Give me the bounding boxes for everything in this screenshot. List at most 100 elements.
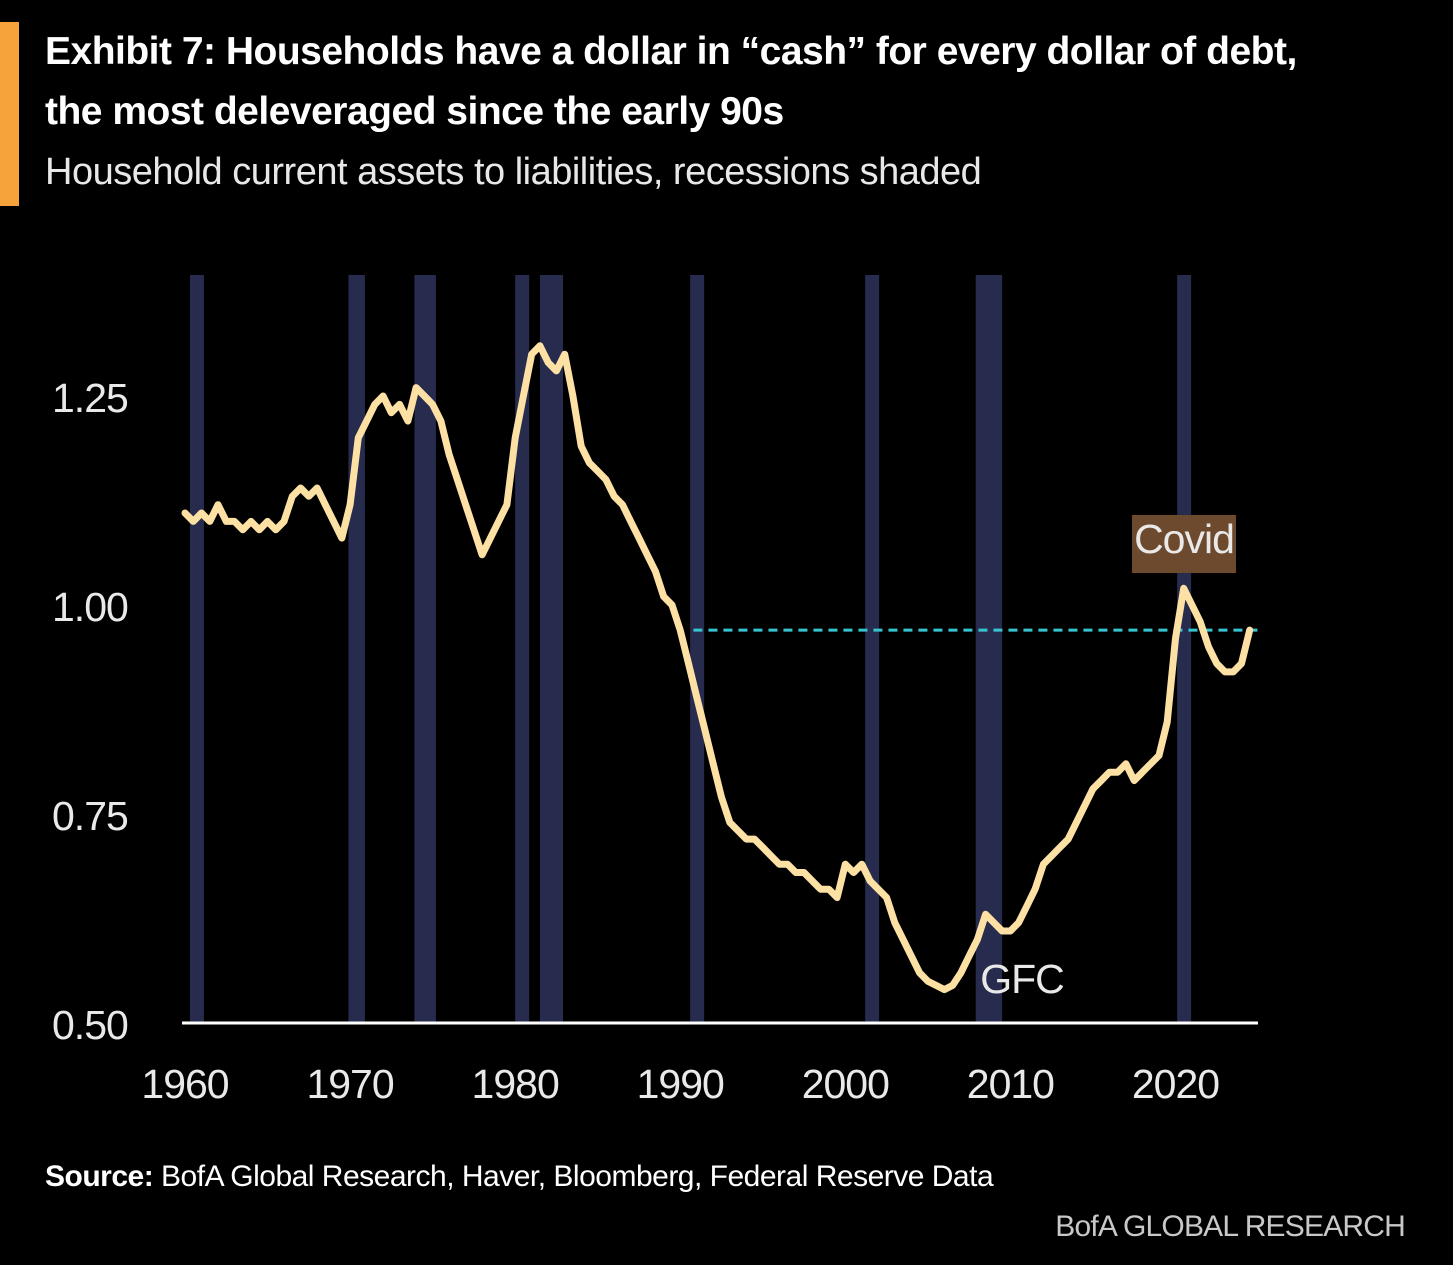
data-point (1165, 720, 1170, 725)
data-point (950, 983, 955, 988)
data-point (934, 983, 939, 988)
data-point (810, 878, 815, 883)
source-note: Source: BofA Global Research, Haver, Blo… (45, 1160, 994, 1194)
data-point (455, 477, 460, 482)
data-point (785, 862, 790, 867)
recession-shading (189, 275, 1192, 1023)
data-point (480, 552, 485, 557)
data-point (925, 979, 930, 984)
data-point (868, 878, 873, 883)
data-point (207, 519, 212, 524)
data-point (282, 519, 287, 524)
data-point (521, 394, 526, 398)
data-point (290, 494, 295, 499)
x-tick-label: 2010 (967, 1061, 1054, 1107)
data-point (793, 870, 798, 875)
data-point (909, 954, 914, 959)
gfc-label: GFC (980, 956, 1064, 1002)
source-label: Source: (45, 1160, 154, 1193)
data-point (554, 368, 559, 373)
data-point (595, 469, 600, 474)
data-point (917, 970, 922, 975)
data-point (859, 862, 864, 867)
data-point (529, 352, 534, 357)
data-point (298, 485, 303, 490)
data-point (430, 402, 435, 407)
data-point (1082, 803, 1087, 808)
data-point (1214, 661, 1219, 666)
data-point (744, 837, 749, 842)
data-point (851, 870, 856, 875)
recession-band (515, 275, 530, 1023)
recession-band (348, 275, 365, 1023)
data-point (736, 828, 741, 833)
data-point (1123, 761, 1128, 766)
y-tick-label: 1.25 (52, 375, 128, 421)
x-tick-label: 1980 (472, 1061, 559, 1107)
data-point (1000, 929, 1005, 934)
data-point (306, 494, 311, 499)
data-point (1041, 862, 1046, 867)
data-point (191, 519, 196, 524)
data-point (678, 628, 683, 633)
data-point (389, 410, 394, 415)
data-point (216, 502, 221, 507)
data-point (372, 402, 377, 407)
annotations: Covid GFC (980, 515, 1236, 1002)
x-tick-label: 1990 (637, 1061, 724, 1107)
data-point (983, 912, 988, 917)
data-point (892, 920, 897, 925)
data-point (546, 360, 551, 365)
data-point (183, 511, 187, 516)
covid-label: Covid (1134, 516, 1234, 562)
data-point (587, 460, 592, 465)
data-point (438, 419, 443, 424)
data-point (315, 485, 320, 490)
data-point (818, 887, 823, 892)
data-point (802, 870, 807, 875)
data-point (636, 536, 641, 541)
data-point (777, 862, 782, 867)
recession-band (975, 275, 1003, 1023)
chart-title-line-1: Exhibit 7: Households have a dollar in “… (45, 30, 1297, 73)
data-point (835, 895, 840, 900)
data-point (612, 494, 617, 499)
data-point (1173, 636, 1178, 641)
data-point (727, 820, 732, 825)
source-text: BofA Global Research, Haver, Bloomberg, … (153, 1160, 994, 1193)
recession-band (189, 275, 204, 1023)
data-point (1049, 853, 1054, 858)
data-point (669, 603, 674, 607)
chart-header: Exhibit 7: Households have a dollar in “… (45, 22, 1425, 202)
branding-label: BofA GLOBAL RESEARCH (1055, 1210, 1406, 1243)
data-point (562, 352, 567, 357)
data-point (826, 887, 831, 892)
data-point (348, 502, 353, 507)
data-point (397, 402, 402, 407)
data-point (876, 887, 881, 892)
data-point (240, 527, 245, 532)
data-point (1107, 770, 1112, 775)
data-point (1189, 603, 1194, 607)
y-tick-label: 1.00 (52, 584, 128, 630)
recession-band (1177, 275, 1192, 1023)
x-tick-label: 2000 (802, 1061, 889, 1107)
data-point (901, 937, 906, 942)
data-point (1008, 929, 1013, 934)
data-point (471, 527, 476, 532)
data-point (1024, 903, 1029, 908)
data-point (249, 519, 254, 524)
data-point (884, 895, 889, 900)
series-group (181, 342, 1254, 994)
data-point (967, 954, 972, 959)
data-point (760, 845, 765, 850)
data-point (405, 419, 410, 424)
data-point (653, 569, 658, 574)
data-point (1156, 753, 1161, 758)
covid-label-box (1132, 515, 1236, 573)
data-point (1090, 786, 1095, 791)
data-point (504, 502, 509, 507)
data-point (942, 987, 947, 992)
data-point (620, 502, 625, 507)
chart-title-line-2: the most deleveraged since the early 90s (45, 90, 784, 133)
